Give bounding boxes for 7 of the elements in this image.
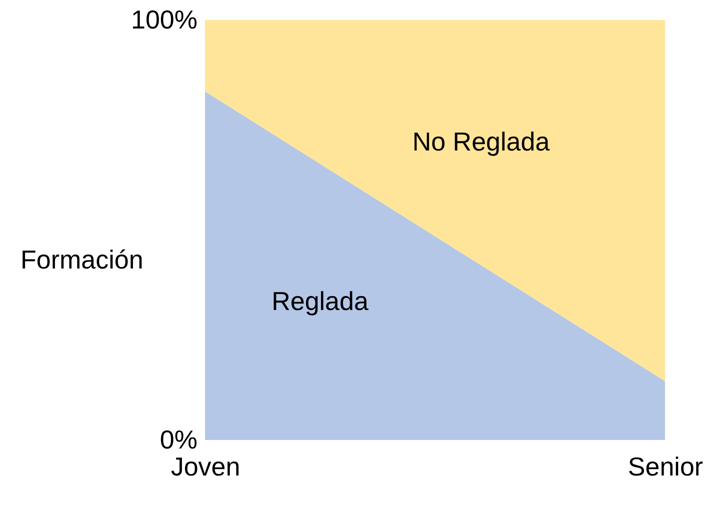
x-tick-label: Senior: [628, 452, 704, 482]
y-axis-title: Formación: [20, 244, 144, 274]
series-label: No Reglada: [412, 126, 550, 157]
x-tick-label: Joven: [170, 452, 240, 482]
y-tick-label: 100%: [131, 4, 198, 34]
series-label: Reglada: [272, 286, 369, 316]
y-tick-label: 0%: [160, 424, 198, 454]
